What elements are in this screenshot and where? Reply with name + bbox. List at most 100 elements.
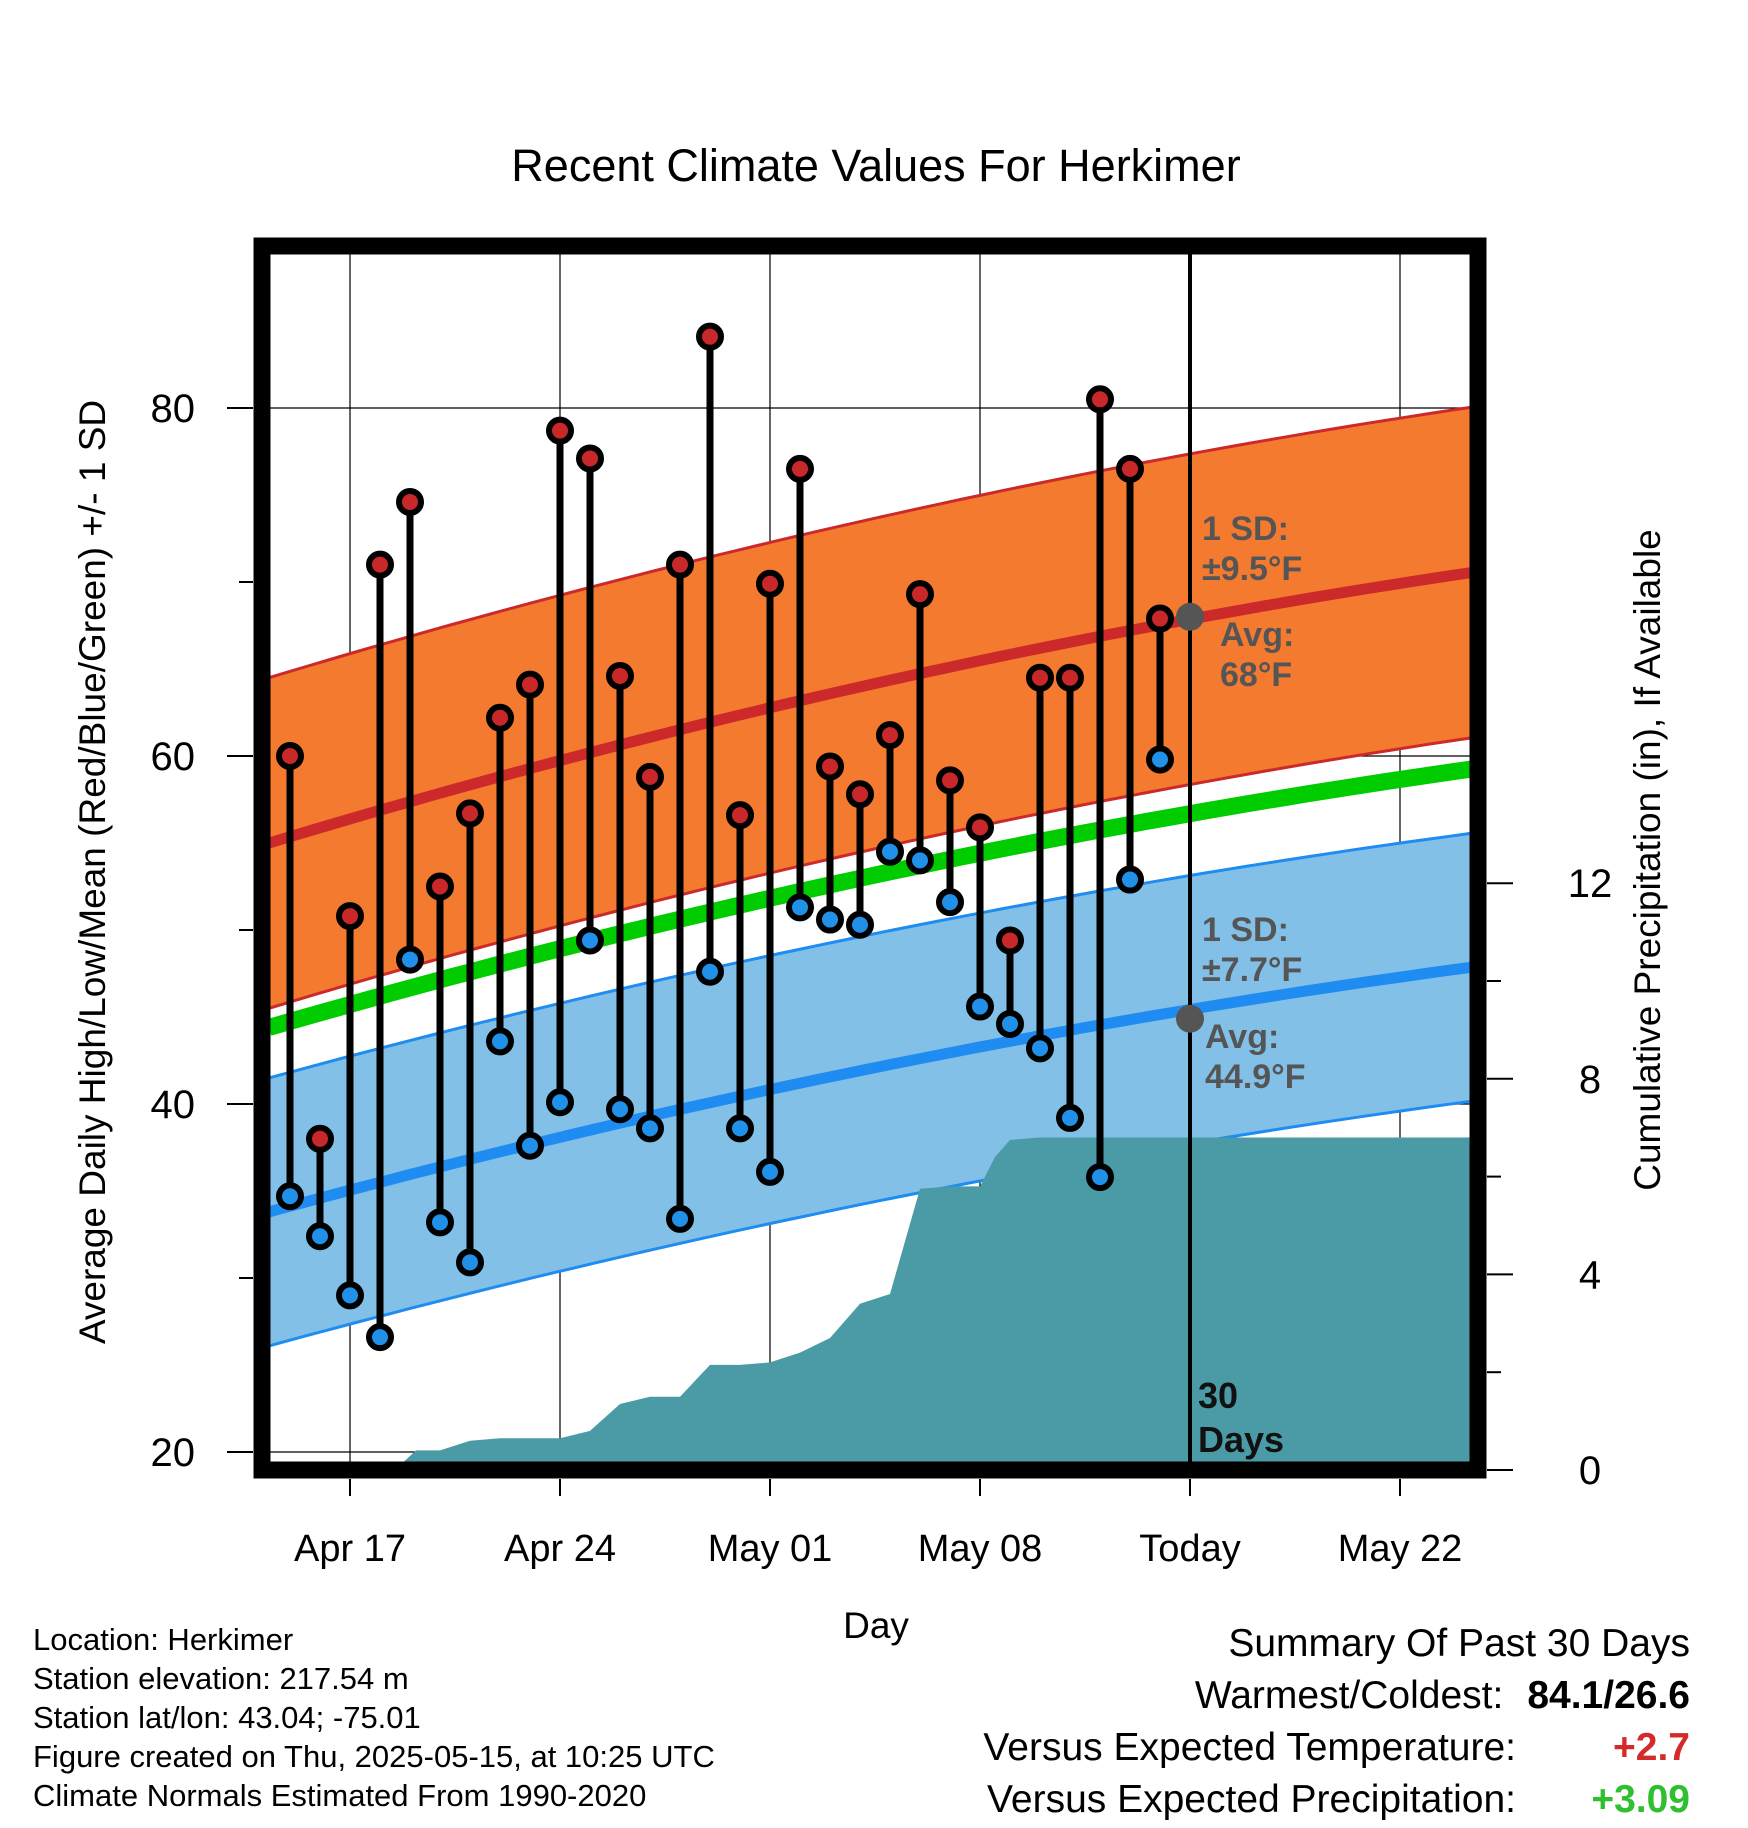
x-axis-label: Day	[843, 1605, 909, 1646]
daily-high-point	[306, 1124, 334, 1153]
daily-low-point	[516, 1131, 544, 1160]
daily-low-point	[966, 992, 994, 1021]
low-avg-label: Avg:	[1205, 1018, 1279, 1056]
y2-axis-label: Cumulative Precipitation (in), If Availa…	[1627, 529, 1668, 1191]
x-tick-label: Today	[1139, 1528, 1240, 1570]
daily-low-point	[1146, 745, 1174, 774]
warmest-value: 84.1/26.6	[1527, 1674, 1690, 1717]
chart-title: Recent Climate Values For Herkimer	[511, 140, 1240, 191]
daily-low-point	[366, 1323, 394, 1352]
low-sd-band-lower-edge	[268, 1098, 1478, 1348]
x-tick-label: Apr 24	[504, 1528, 616, 1570]
daily-low-point	[696, 957, 724, 986]
daily-high-point	[756, 569, 784, 598]
daily-high-point	[456, 799, 484, 828]
daily-high-point	[546, 416, 574, 445]
y-tick-label: 80	[151, 387, 196, 431]
summary-title: Summary Of Past 30 Days	[1228, 1622, 1690, 1665]
daily-high-point	[426, 872, 454, 901]
today-normal-low-marker	[1176, 1004, 1204, 1033]
temp-value: +2.7	[1613, 1726, 1690, 1769]
station-info: Location: Herkimer Station elevation: 21…	[33, 1620, 715, 1815]
daily-high-point	[636, 762, 664, 791]
y-tick-label: 40	[151, 1083, 196, 1127]
x-tick-label: Apr 17	[294, 1528, 406, 1570]
daily-low-point	[1056, 1103, 1084, 1132]
temp-label: Versus Expected Temperature:	[983, 1726, 1516, 1769]
daily-high-point	[1146, 604, 1174, 633]
daily-low-point	[276, 1182, 304, 1211]
daily-low-point	[576, 926, 604, 955]
low-avg-value: 44.9°F	[1205, 1058, 1306, 1096]
daily-high-point	[786, 454, 814, 483]
daily-high-point	[576, 444, 604, 473]
plot-frame	[253, 237, 1487, 1479]
daily-high-point	[1086, 385, 1114, 414]
precip-label: Versus Expected Precipitation:	[987, 1778, 1516, 1821]
daily-high-point	[1026, 663, 1054, 692]
daily-high-point	[996, 926, 1024, 955]
high-sd-label: 1 SD:	[1202, 510, 1289, 548]
today-days-number: 30	[1198, 1375, 1238, 1416]
today-normal-high-marker	[1176, 602, 1204, 631]
elevation-text: Station elevation: 217.54 m	[33, 1661, 409, 1696]
normals-text: Climate Normals Estimated From 1990-2020	[33, 1778, 647, 1813]
daily-low-point	[936, 888, 964, 917]
daily-high-point	[696, 322, 724, 351]
low-sd-value: ±7.7°F	[1202, 951, 1302, 989]
daily-high-point	[486, 703, 514, 732]
normal-high-line	[267, 566, 1478, 849]
daily-high-point	[726, 801, 754, 830]
x-tick-label: May 01	[708, 1528, 833, 1570]
daily-low-point	[606, 1095, 634, 1124]
x-tick-label: May 08	[918, 1528, 1043, 1570]
summary-panel: Summary Of Past 30 Days Warmest/Coldest:…	[983, 1618, 1690, 1826]
y-axis-label: Average Daily High/Low/Mean (Red/Blue/Gr…	[72, 400, 113, 1344]
daily-low-point	[336, 1281, 364, 1310]
low-sd-band	[269, 832, 1478, 1346]
precip-value: +3.09	[1591, 1778, 1690, 1821]
axes: Apr 17 Apr 24 May 01 May 08 Today May 2220406…	[151, 237, 1613, 1570]
daily-low-point	[846, 910, 874, 939]
y2-tick-label: 4	[1579, 1253, 1601, 1297]
y-tick-label: 60	[151, 735, 196, 779]
daily-high-point	[666, 550, 694, 579]
high-sd-band-upper-edge	[268, 404, 1478, 680]
daily-low-point	[666, 1204, 694, 1233]
y2-tick-label: 8	[1579, 1058, 1601, 1102]
daily-low-point	[636, 1114, 664, 1143]
daily-low-point	[1116, 865, 1144, 894]
high-avg-label: Avg:	[1220, 616, 1294, 654]
daily-low-point	[876, 837, 904, 866]
daily-low-point	[426, 1208, 454, 1237]
low-sd-label: 1 SD:	[1202, 911, 1289, 949]
daily-high-point	[816, 752, 844, 781]
daily-high-point	[936, 766, 964, 795]
daily-high-point	[1116, 454, 1144, 483]
daily-low-point	[456, 1248, 484, 1277]
daily-low-point	[816, 905, 844, 934]
daily-high-point	[366, 550, 394, 579]
summary-precip-row: Versus Expected Precipitation: +3.09	[983, 1774, 1690, 1826]
daily-low-point	[396, 945, 424, 974]
daily-high-point	[396, 487, 424, 516]
y2-tick-label: 12	[1568, 862, 1613, 906]
precip-area	[269, 1137, 1478, 1470]
daily-high-point	[906, 580, 934, 609]
daily-low-point	[906, 846, 934, 875]
high-avg-value: 68°F	[1220, 656, 1292, 694]
daily-low-point	[486, 1027, 514, 1056]
y-tick-label: 20	[151, 1431, 196, 1475]
high-sd-value: ±9.5°F	[1202, 550, 1302, 588]
daily-high-point	[876, 721, 904, 750]
daily-high-point	[516, 670, 544, 699]
daily-low-point	[756, 1157, 784, 1186]
daily-high-point	[846, 780, 874, 809]
daily-high-point	[606, 661, 634, 690]
daily-high-point	[1056, 663, 1084, 692]
created-text: Figure created on Thu, 2025-05-15, at 10…	[33, 1739, 715, 1774]
location-text: Location: Herkimer	[33, 1622, 294, 1657]
